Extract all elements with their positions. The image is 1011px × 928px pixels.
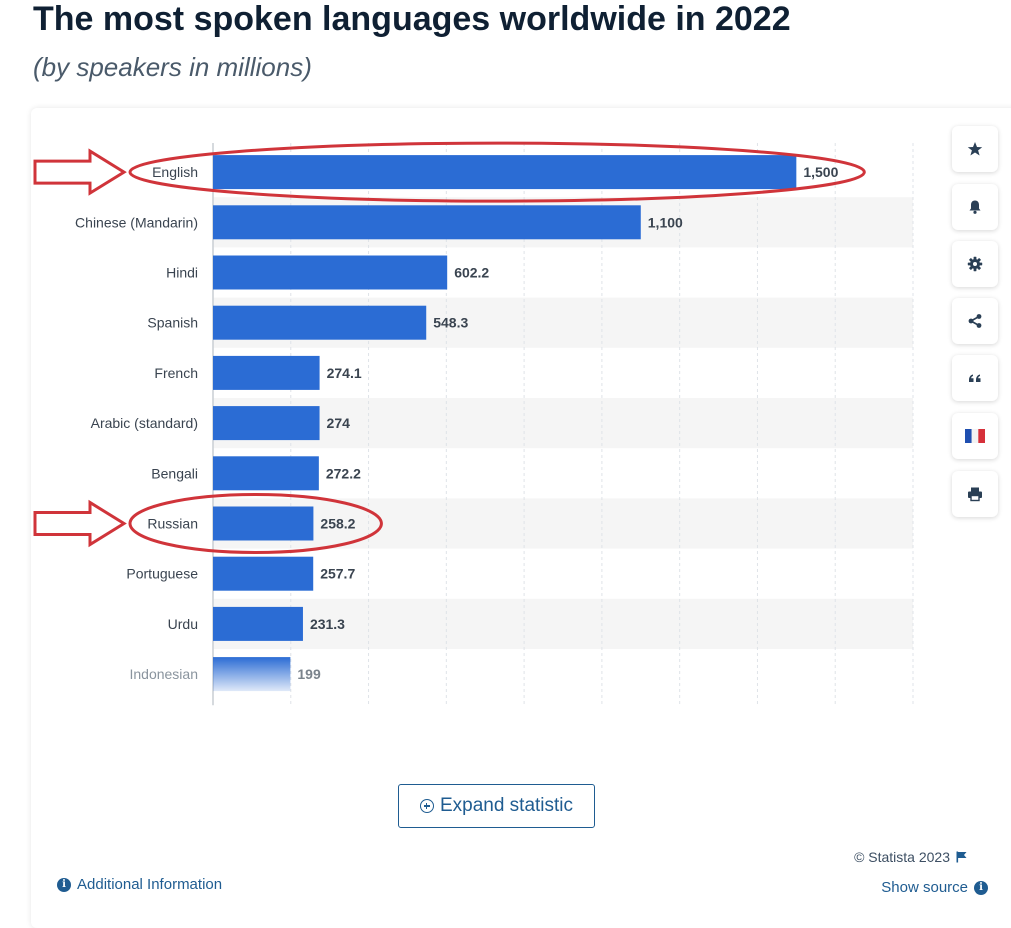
row-band	[213, 398, 913, 449]
share-button[interactable]	[952, 298, 998, 344]
category-label: English	[152, 164, 198, 180]
category-label: Arabic (standard)	[91, 415, 198, 431]
print-button[interactable]	[952, 471, 998, 517]
printer-icon	[968, 487, 982, 502]
favorite-button[interactable]	[952, 126, 998, 172]
info-icon: i	[974, 880, 988, 895]
additional-information-link[interactable]: i Additional Information	[57, 876, 222, 893]
plus-circle-icon	[419, 799, 434, 813]
value-label: 602.2	[454, 265, 489, 281]
bar[interactable]	[213, 657, 291, 692]
bar[interactable]	[213, 355, 320, 390]
value-label: 258.2	[320, 516, 355, 532]
category-label: Russian	[147, 516, 198, 532]
bar[interactable]	[213, 456, 319, 491]
gear-icon	[967, 256, 983, 272]
value-label: 272.2	[326, 465, 361, 481]
bar[interactable]	[213, 155, 797, 190]
quote-icon	[969, 374, 981, 382]
copyright-notice: © Statista 2023	[854, 849, 967, 865]
category-label: Spanish	[147, 315, 198, 331]
bar[interactable]	[213, 556, 314, 591]
category-label: Portuguese	[126, 566, 198, 582]
copyright-text: © Statista 2023	[854, 849, 950, 865]
category-label: Hindi	[166, 265, 198, 281]
row-band	[213, 498, 913, 549]
bar[interactable]	[213, 255, 448, 290]
value-label: 274.1	[327, 365, 362, 381]
value-label: 1,100	[648, 214, 683, 230]
value-label: 274	[327, 415, 351, 431]
category-label: French	[154, 365, 198, 381]
star-icon	[967, 142, 983, 156]
category-label: Chinese (Mandarin)	[75, 214, 198, 230]
language-button[interactable]	[952, 413, 998, 459]
value-label: 548.3	[433, 315, 468, 331]
row-band	[213, 598, 913, 649]
flag-icon	[956, 851, 967, 863]
bar[interactable]	[213, 506, 314, 541]
show-source-link[interactable]: Show source i	[881, 879, 988, 896]
expand-statistic-button[interactable]: Expand statistic	[398, 784, 595, 828]
highlight-ellipse	[128, 493, 383, 554]
highlight-ellipse	[128, 141, 866, 203]
additional-information-label: Additional Information	[77, 876, 223, 893]
category-label: Urdu	[168, 616, 198, 632]
share-icon	[968, 314, 982, 328]
page-title: The most spoken languages worldwide in 2…	[33, 0, 791, 38]
show-source-label: Show source	[881, 879, 968, 896]
bar[interactable]	[213, 205, 641, 240]
notification-button[interactable]	[952, 184, 998, 230]
category-label: Bengali	[151, 465, 198, 481]
expand-statistic-label: Expand statistic	[439, 795, 574, 816]
category-label: Indonesian	[129, 666, 198, 682]
value-label: 257.7	[320, 566, 355, 582]
bar[interactable]	[213, 606, 303, 641]
value-label: 1,500	[803, 164, 838, 180]
info-icon: i	[57, 877, 71, 892]
value-label: 199	[297, 666, 321, 682]
bar[interactable]	[213, 406, 320, 441]
french-flag-icon	[965, 429, 985, 443]
settings-button[interactable]	[952, 241, 998, 287]
value-label: 231.3	[310, 616, 345, 632]
bell-icon	[969, 200, 981, 214]
highlight-arrow	[33, 499, 127, 548]
page-subtitle: (by speakers in millions)	[33, 52, 312, 82]
bar[interactable]	[213, 305, 427, 340]
highlight-arrow	[33, 148, 127, 196]
cite-button[interactable]	[952, 355, 998, 401]
